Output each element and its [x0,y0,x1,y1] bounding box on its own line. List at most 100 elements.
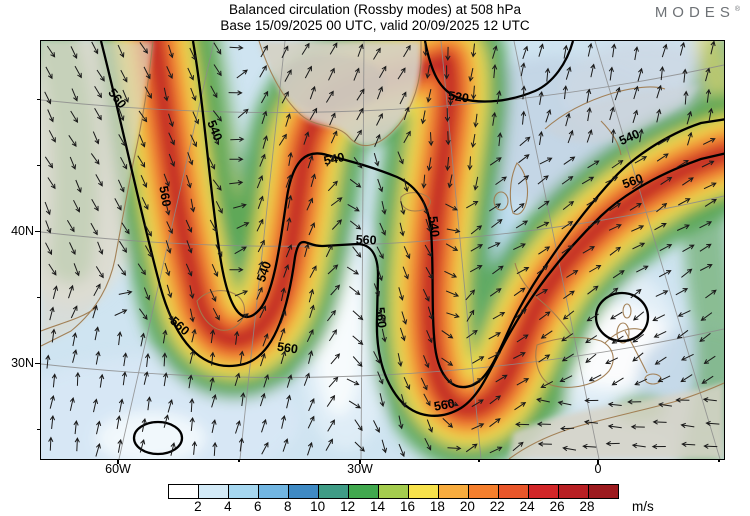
wind-arrow [403,246,411,260]
wind-arrow [376,112,383,126]
wind-arrow [327,309,336,322]
wind-arrow [309,107,318,120]
wind-arrow [403,44,411,58]
wind-arrow [629,203,642,211]
colorbar-tick-label: 14 [370,499,386,514]
wind-arrow [287,194,293,209]
colorbar-tick-label: 2 [194,499,202,514]
wind-arrow [330,130,338,144]
wind-arrow [491,111,497,126]
x-tick-label: 0 [594,462,602,476]
wind-arrow [144,352,151,367]
contour-label-layer: 5205405405405405405605605605605605605605… [105,86,645,414]
wind-arrow [636,265,649,273]
wind-arrow [445,46,451,61]
wind-arrow [428,132,434,147]
wind-arrow [260,44,268,58]
wind-arrow [632,333,644,343]
wind-arrow [330,284,341,296]
wind-arrow [260,352,266,367]
wind-arrow [514,402,527,411]
wind-arrow [114,198,122,211]
wind-arrow [497,132,503,147]
wind-arrow [373,152,380,167]
wind-arrow [308,288,315,303]
wind-arrow [447,174,453,189]
wind-arrow [661,43,668,58]
wind-arrow [426,330,433,344]
chart-title: Balanced circulation (Rossby modes) at 5… [229,2,521,17]
wind-arrow [605,440,620,447]
wind-arrow [93,283,101,297]
wind-arrow [162,352,168,367]
wind-arrow [471,399,484,408]
colorbar-swatch [469,485,499,498]
wind-arrow [143,371,149,385]
wind-arrow [425,267,433,280]
wind-arrow [638,128,644,143]
wind-arrow [466,309,475,322]
wind-arrow [659,244,673,252]
wind-arrow [228,90,243,96]
wind-arrow [213,64,222,77]
wind-arrow [330,353,341,365]
wind-arrow [91,41,99,55]
colorbar-tick-label: 12 [340,499,356,514]
wind-arrow [521,85,527,100]
wind-arrow [189,308,195,323]
wind-arrow [187,152,194,166]
wind-arrow [144,224,152,237]
wind-arrow [519,136,531,147]
wind-arrow [586,313,599,322]
wind-arrow [259,64,267,78]
wind-arrow [420,377,428,391]
wind-arrow [633,85,639,100]
colorbar-tick-label: 10 [310,499,326,514]
wind-arrow [377,178,384,193]
wind-arrow [466,329,478,339]
wind-arrow [612,270,625,279]
colorbar-swatch [199,485,229,498]
contour-520 [423,41,575,103]
wind-arrow [327,180,338,192]
wind-arrow [237,313,249,323]
wind-arrow [699,243,712,252]
wind-arrow [491,218,503,228]
wind-arrow [352,246,362,258]
wind-arrow [286,394,292,409]
wind-arrow [95,442,101,457]
wind-arrow [682,244,695,253]
wind-arrow [48,263,57,276]
colorbar-swatch [259,485,289,498]
wind-arrow [654,356,667,365]
wind-arrow [705,420,720,427]
colorbar-tick-label: 24 [519,499,535,514]
x-tick-mark [359,459,361,464]
wind-arrow [445,156,451,172]
colorbar-tick-label: 28 [579,499,595,514]
wind-arrow [632,109,639,124]
wind-arrow [141,197,149,210]
wind-arrow [561,175,574,185]
colorbar [168,484,619,499]
wind-arrow [702,397,717,403]
wind-arrow [326,394,336,407]
wind-arrow [74,437,80,452]
wind-arrow [97,241,104,255]
wind-arrow [468,67,474,82]
wind-arrow [117,438,123,453]
wind-arrow [537,200,550,210]
wind-arrow [308,222,316,236]
wind-arrow [512,441,524,452]
wind-arrow [538,43,544,57]
wind-arrow [327,419,335,432]
wind-arrow [309,304,315,319]
wind-arrow [325,438,333,451]
wind-arrow [441,330,454,339]
wind-arrow [587,160,600,169]
wind-arrow [45,242,53,256]
contour-label: 540 [254,259,274,283]
x-minor-tick [478,459,480,462]
wind-arrow [236,69,248,79]
